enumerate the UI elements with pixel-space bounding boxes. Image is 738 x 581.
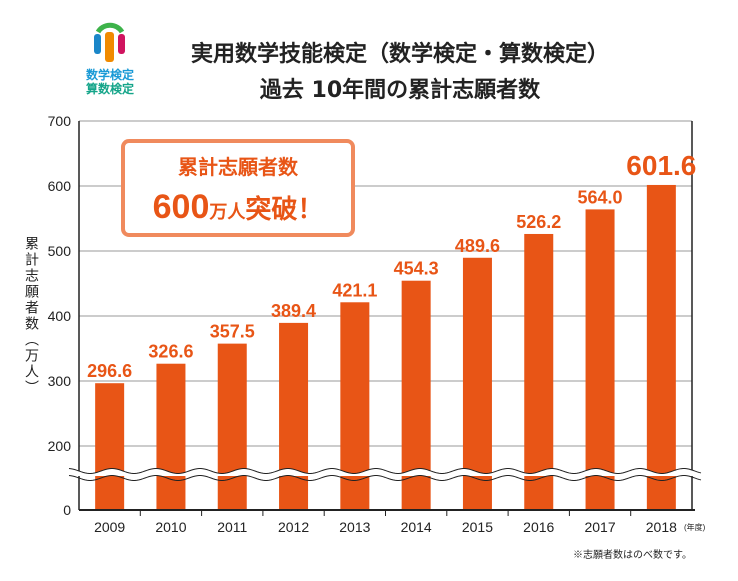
data-label: 296.6 xyxy=(87,361,132,381)
chart-title: 実用数学技能検定（数学検定・算数検定） xyxy=(190,42,609,67)
x-tick-label: 2015 xyxy=(462,519,493,535)
bar xyxy=(95,383,125,510)
x-tick-label: 2014 xyxy=(401,519,432,535)
callout-text-part: 600 xyxy=(153,188,210,226)
callout-text-part: 万人 xyxy=(208,202,246,222)
callout-text-part: 突破！ xyxy=(245,194,323,224)
logo-mark-icon xyxy=(94,22,125,62)
y-tick-label: 200 xyxy=(48,438,72,454)
y-axis-label: 累計志願者数（万人） xyxy=(24,236,40,396)
data-label: 326.6 xyxy=(148,342,193,362)
data-label: 526.2 xyxy=(516,212,561,232)
data-label: 454.3 xyxy=(394,259,439,279)
x-tick-label: 2016 xyxy=(523,519,554,535)
y-tick-label: 500 xyxy=(48,243,72,259)
x-tick-label: 2018 xyxy=(646,519,677,535)
y-tick-label: 0 xyxy=(63,502,71,518)
logo-text-line2: 算数検定 xyxy=(85,82,134,96)
data-label: 389.4 xyxy=(271,301,316,321)
axis-break-line xyxy=(68,475,702,481)
callout-line2: 600万人突破！ xyxy=(153,188,324,226)
x-unit-label: (年度) xyxy=(684,522,706,532)
chart-subtitle: 過去 10年間の累計志願者数 xyxy=(259,78,541,103)
bar xyxy=(156,363,186,510)
x-tick-label: 2012 xyxy=(278,519,309,535)
x-tick-label: 2009 xyxy=(94,519,125,535)
data-label: 357.5 xyxy=(210,322,255,342)
y-tick-label: 400 xyxy=(48,308,72,324)
bar xyxy=(585,209,615,510)
logo-text-line1: 数学検定 xyxy=(85,68,134,82)
callout-box xyxy=(121,139,355,237)
bar xyxy=(646,184,676,510)
data-label: 601.6 xyxy=(626,150,696,181)
bar xyxy=(524,233,554,510)
data-label: 421.1 xyxy=(332,280,377,300)
logo: 数学検定 算数検定 xyxy=(75,22,145,96)
y-tick-label: 700 xyxy=(48,113,72,129)
data-label: 564.0 xyxy=(578,187,623,207)
x-tick-label: 2013 xyxy=(339,519,370,535)
callout-line1: 累計志願者数 xyxy=(178,155,299,179)
y-tick-label: 600 xyxy=(48,178,72,194)
bar xyxy=(217,343,247,510)
x-tick-label: 2011 xyxy=(217,519,247,535)
data-label: 489.6 xyxy=(455,236,500,256)
x-tick-label: 2017 xyxy=(584,519,615,535)
y-tick-label: 300 xyxy=(48,373,72,389)
x-tick-label: 2010 xyxy=(155,519,186,535)
bar xyxy=(279,322,309,510)
footnote: ※志願者数はのべ数です。 xyxy=(573,548,692,561)
bar xyxy=(462,257,492,510)
axis-break-line xyxy=(68,468,702,474)
